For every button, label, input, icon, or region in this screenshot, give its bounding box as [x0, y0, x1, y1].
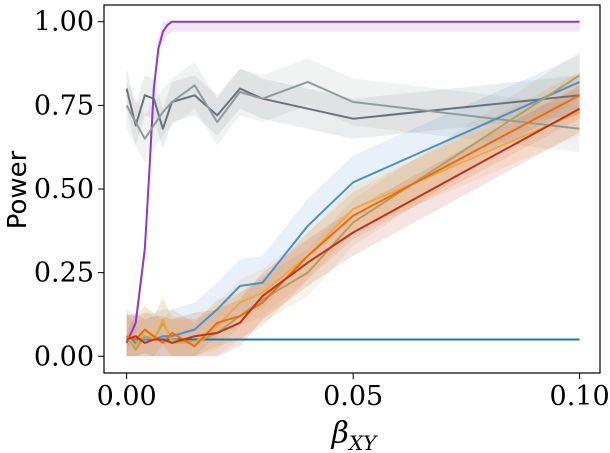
x-tick-label: 0.05: [323, 381, 383, 412]
x-tick-label: 0.10: [550, 381, 610, 412]
y-tick-label: 0.00: [34, 341, 94, 372]
x-axis-label: βXY: [331, 416, 379, 453]
band-orange: [126, 71, 580, 357]
band-red: [126, 85, 580, 357]
series-line-dark-gray: [125, 87, 580, 130]
confidence-bands: [126, 21, 580, 357]
series-line-blue: [126, 80, 581, 344]
series-line-red: [126, 107, 581, 344]
band-olive: [126, 51, 580, 357]
series-lines: [125, 20, 581, 351]
y-tick-label: 0.75: [34, 90, 94, 121]
x-axis-label-symbol: β: [331, 416, 349, 451]
y-axis-ticks: 0.00 0.25 0.50 0.75 1.00: [34, 7, 104, 372]
band-light-gray: [126, 58, 580, 163]
series-line-purple: [125, 20, 580, 344]
y-tick-label: 0.50: [34, 174, 94, 205]
series-line-orange: [126, 94, 581, 348]
x-axis-ticks: 0.00 0.05 0.10: [97, 373, 610, 412]
band-blue: [126, 55, 580, 357]
y-tick-label: 0.25: [34, 258, 94, 289]
x-tick-label: 0.00: [97, 381, 157, 412]
series-line-light-gray: [125, 80, 580, 140]
y-axis-label: Power: [3, 150, 33, 229]
x-axis-label-subscript: XY: [347, 431, 378, 453]
y-tick-label: 1.00: [34, 7, 94, 38]
